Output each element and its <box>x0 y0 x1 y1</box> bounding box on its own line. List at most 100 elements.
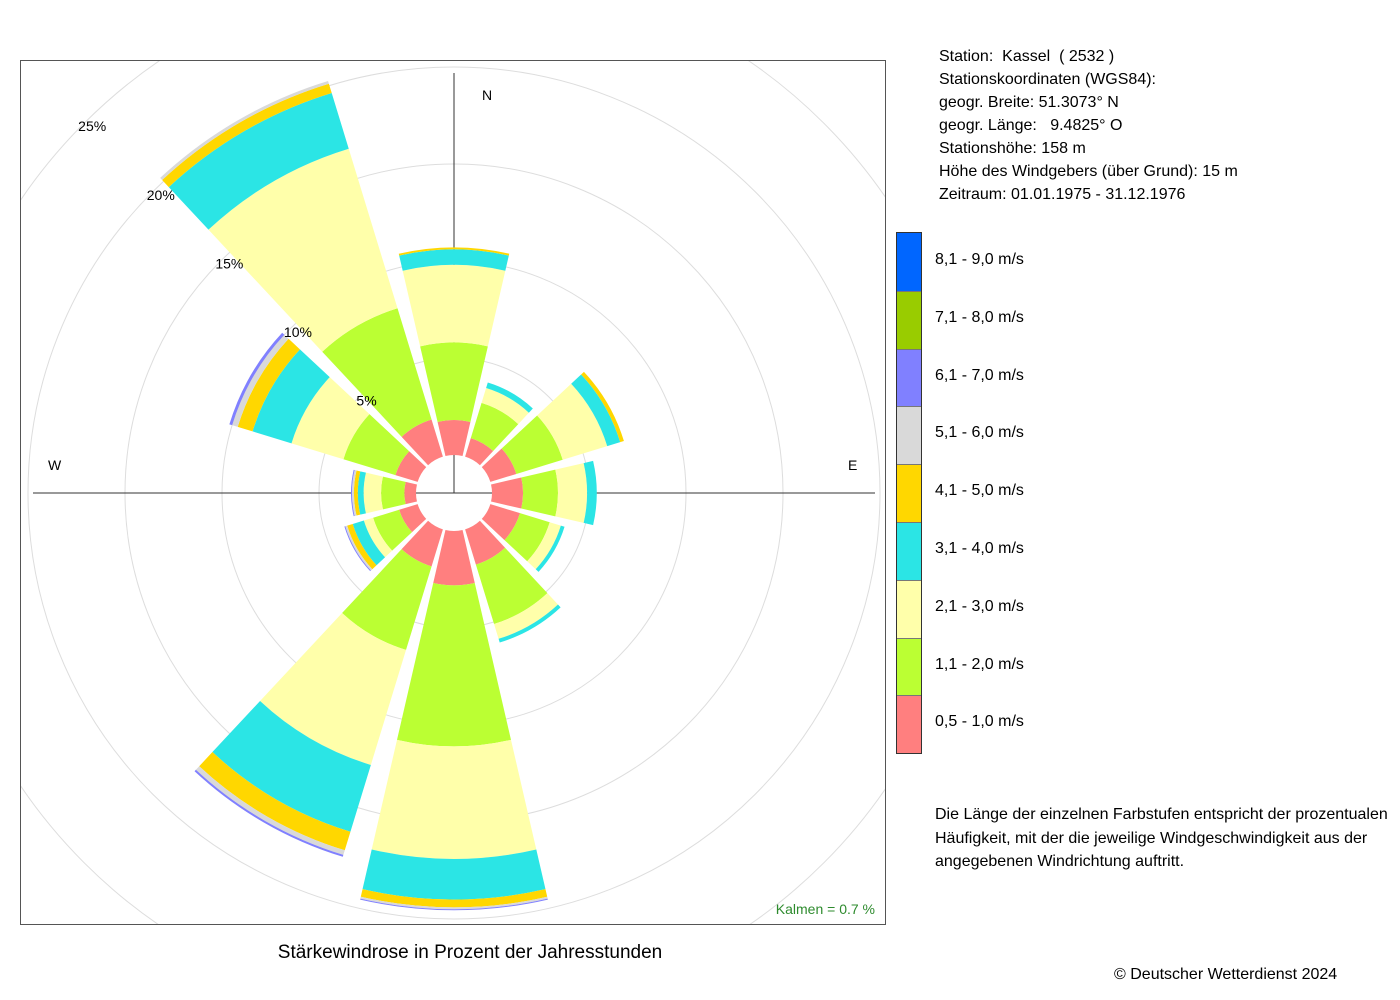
sector-120-speed-3 <box>535 525 565 572</box>
copyright: © Deutscher Wetterdienst 2024 <box>1114 966 1338 983</box>
station-longitude: geogr. Länge: 9.4825° O <box>939 117 1123 134</box>
compass-east: E <box>848 457 857 473</box>
sector-180-speed-5 <box>360 896 548 910</box>
legend-swatch <box>897 406 921 465</box>
sector-180-speed-0 <box>433 530 475 586</box>
sector-120-speed-0 <box>481 504 521 541</box>
sector-330-speed-0 <box>401 419 443 466</box>
ring-label: 25% <box>78 118 106 134</box>
sector-270-speed-5 <box>351 470 357 516</box>
sector-270-speed-4 <box>353 470 361 516</box>
sector-330-speed-1 <box>322 308 432 437</box>
calm-label: Kalmen = 0.7 % <box>776 901 875 917</box>
sector-270-speed-0 <box>404 481 417 505</box>
sensor-height: Höhe des Windgebers (über Grund): 15 m <box>939 163 1238 180</box>
sector-180-speed-4 <box>360 889 548 908</box>
sector-30-speed-3 <box>486 382 533 413</box>
sector-300-speed-5 <box>232 334 289 427</box>
sector-210-speed-4 <box>199 752 351 851</box>
sector-150-speed-3 <box>498 604 561 643</box>
legend-swatch <box>897 579 921 638</box>
sector-210-speed-2 <box>260 613 407 765</box>
legend-swatch <box>897 637 921 696</box>
plot-area: 5% 10% 15% 20% 25% N E W Kalmen = 0.7 % <box>20 60 886 925</box>
sector-60-speed-3 <box>571 374 621 447</box>
sector-300-speed-3 <box>252 349 330 444</box>
sector-240-speed-5 <box>345 525 373 571</box>
time-period: Zeitraum: 01.01.1975 - 31.12.1976 <box>939 186 1186 203</box>
sector-300-speed-1 <box>343 414 410 476</box>
sector-180-speed-2 <box>371 739 537 859</box>
sector-90-speed-1 <box>521 469 558 517</box>
legend-color-bar <box>896 232 922 755</box>
sector-180-speed-1 <box>397 582 511 747</box>
sector-210-speed-3 <box>212 700 371 832</box>
sector-0-speed-3 <box>399 249 509 271</box>
sector-270-speed-6 <box>351 469 355 517</box>
sector-210-speed-1 <box>342 549 432 650</box>
sector-240-speed-3 <box>352 520 386 566</box>
sector-0-speed-1 <box>420 342 488 422</box>
sector-270-speed-3 <box>357 471 366 515</box>
sector-0-speed-4 <box>398 247 510 256</box>
sector-300-speed-4 <box>237 338 300 432</box>
legend-label: 2,1 - 3,0 m/s <box>935 597 1024 615</box>
sector-240-speed-4 <box>347 523 377 570</box>
sector-330-speed-3 <box>168 93 349 230</box>
ring-label: 20% <box>147 187 175 203</box>
sector-60-speed-4 <box>581 371 624 443</box>
legend-swatch <box>897 348 921 407</box>
sector-120-speed-1 <box>504 513 550 562</box>
legend-swatch <box>897 695 921 754</box>
sector-300-speed-6 <box>229 332 285 426</box>
sector-150-speed-0 <box>465 520 506 565</box>
legend-swatch <box>897 464 921 522</box>
wind-rose: 5% 10% 15% 20% 25% N E W Kalmen = 0.7 % <box>21 61 885 924</box>
sector-300-speed-0 <box>395 451 427 482</box>
sector-90-speed-2 <box>555 463 588 523</box>
sector-180-speed-3 <box>362 849 546 900</box>
sector-30-speed-0 <box>465 438 494 466</box>
sector-30-speed-1 <box>470 402 519 452</box>
grid-ring <box>27 66 881 920</box>
sector-0-speed-0 <box>437 420 471 456</box>
sector-240-speed-2 <box>363 517 393 558</box>
sector-300-speed-2 <box>291 377 370 460</box>
sector-240-speed-1 <box>373 509 413 551</box>
sector-210-speed-5 <box>195 766 345 855</box>
legend-label: 3,1 - 4,0 m/s <box>935 539 1024 557</box>
legend-swatch <box>897 233 921 291</box>
sector-330-speed-4 <box>162 83 332 188</box>
sector-60-speed-0 <box>481 448 517 482</box>
ring-label: 15% <box>215 255 243 271</box>
sector-60-speed-2 <box>537 383 608 460</box>
sector-150-speed-2 <box>494 593 558 639</box>
legend-label: 1,1 - 2,0 m/s <box>935 655 1024 673</box>
legend-label: 8,1 - 9,0 m/s <box>935 250 1024 268</box>
sector-120-speed-2 <box>527 522 561 570</box>
legend-label: 7,1 - 8,0 m/s <box>935 308 1024 326</box>
compass-north: N <box>482 87 492 103</box>
chart-title: Stärkewindrose in Prozent der Jahresstun… <box>277 942 663 963</box>
ring-label: 10% <box>284 324 312 340</box>
sector-270-speed-2 <box>363 472 383 514</box>
sector-270-speed-1 <box>381 476 406 510</box>
sector-30-speed-2 <box>481 388 529 425</box>
station-latitude: geogr. Breite: 51.3073° N <box>939 94 1119 111</box>
sector-240-speed-0 <box>399 504 427 533</box>
legend-label: 0,5 - 1,0 m/s <box>935 713 1024 731</box>
station-coordinates-heading: Stationskoordinaten (WGS84): <box>939 71 1156 88</box>
legend-swatch <box>897 290 921 349</box>
sector-0-speed-2 <box>402 264 506 347</box>
legend-swatch <box>897 521 921 580</box>
ring-label: 5% <box>356 393 376 409</box>
sector-90-speed-3 <box>583 460 597 526</box>
sector-90-speed-0 <box>491 477 524 509</box>
station-info: Station: Kassel ( 2532 ) Stationskoordin… <box>939 45 1238 206</box>
legend-label: 5,1 - 6,0 m/s <box>935 424 1024 442</box>
explanation-note: Die Länge der einzelnen Farbstufen entsp… <box>935 806 1388 870</box>
sector-60-speed-1 <box>501 415 563 474</box>
station-name: Station: Kassel ( 2532 ) <box>939 48 1115 65</box>
sector-330-speed-2 <box>208 148 398 352</box>
compass-west: W <box>48 457 62 473</box>
